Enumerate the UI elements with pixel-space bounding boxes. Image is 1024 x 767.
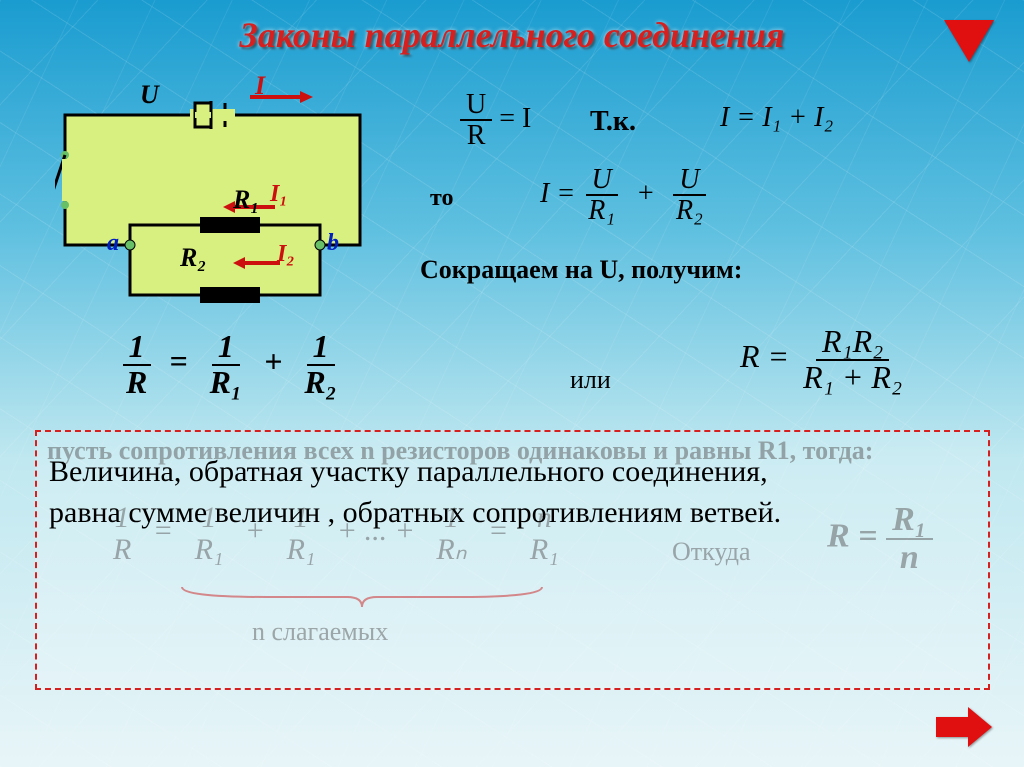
next-arrow-button[interactable] [934,705,994,749]
label-nodeB: b [327,230,339,257]
label-cancel: Сокращаем на U, получим: [420,255,742,285]
circuit-diagram: U I I₁ I₂ R₁ R₂ a b [55,85,370,320]
formula-r-prod: R = R₁R₂R₁ + R₂ [740,325,908,394]
triangle-down-icon[interactable] [944,20,994,62]
formula-ohm: UR = I [460,90,531,151]
formula-r-n: R = R₁n [827,502,933,575]
formula-i-sum: I = UR₁ + UR₂ [540,165,709,226]
page-title: Законы параллельного соединения [0,14,1024,56]
label-to: то [430,185,453,212]
label-nodeA: a [107,230,119,257]
main-rule-text: Величина, обратная участку параллельного… [49,452,829,533]
formula-inv-r: 1R = 1R₁ + 1R₂ [120,330,343,399]
n-terms-label: n слагаемых [252,617,388,647]
whence-label: Откуда [672,537,751,567]
brace-icon [177,582,547,612]
label-R1: R₁ [233,185,259,215]
label-I2: I₂ [277,241,295,268]
label-or: или [570,365,611,395]
label-R2: R₂ [180,243,206,273]
label-I1: I₁ [270,181,288,208]
rule-box: пусть сопротивления всех n резисторов од… [35,430,990,690]
formula-kirchhoff: I = I₁ + I₂ [720,102,833,134]
label-U: U [140,80,159,110]
label-tk: Т.к. [590,106,636,138]
label-I: I [255,71,265,101]
